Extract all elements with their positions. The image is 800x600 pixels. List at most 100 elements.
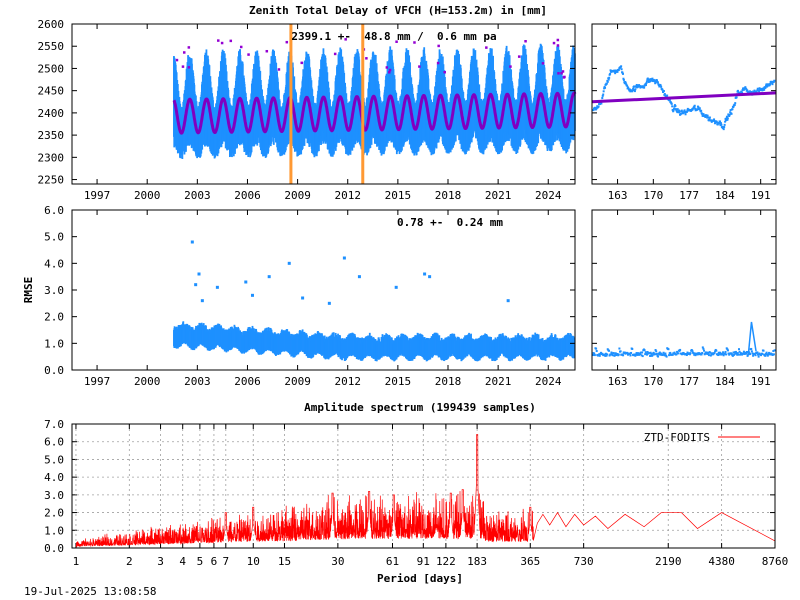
ztd-x-tick-label: 2024 (535, 189, 562, 202)
ztd-outlier-point (552, 41, 556, 45)
zoom-ztd-point (730, 112, 733, 115)
rmse-annotation: 0.78 +- 0.24 mm (397, 216, 503, 229)
zoom-ztd-point (683, 109, 686, 112)
rmse-outlier-point (215, 285, 219, 289)
zoom-rmse-point (718, 353, 721, 356)
rmse-x-tick-label: 1997 (84, 375, 111, 388)
zoom-ztd-point (622, 77, 625, 80)
ztd-outlier-point (220, 41, 224, 45)
spectrum-x-tick-label: 183 (467, 555, 487, 568)
spectrum-x-tick-label: 30 (331, 555, 344, 568)
zoom-rmse-point (645, 353, 648, 356)
zoom-ztd-point (678, 111, 681, 114)
zoom-rmse-point (722, 351, 725, 354)
zoom-rmse-point (664, 352, 667, 355)
ztd-outlier-point (333, 52, 337, 56)
zoom-rmse-point (706, 351, 709, 354)
zoom-ztd-point (733, 104, 736, 107)
zoom-rmse-point (615, 354, 618, 357)
zoom-rmse-point (640, 354, 643, 357)
zoom-rmse-point (626, 351, 629, 354)
zoom-ztd-x-tick-label: 163 (608, 189, 628, 202)
ztd-x-tick-label: 2021 (485, 189, 512, 202)
spectrum-x-tick-label: 4 (179, 555, 186, 568)
zoom-rmse-point (701, 351, 704, 354)
spectrum-series-line (75, 434, 776, 548)
rmse-x-tick-label: 2009 (284, 375, 311, 388)
zoom-rmse-point (773, 349, 776, 352)
zoom-ztd-point (693, 104, 696, 107)
zoom-ztd-point (769, 82, 772, 85)
ztd-outlier-point (388, 71, 391, 74)
zoom-rmse-point (746, 354, 749, 357)
zoom-ztd-point (725, 119, 728, 122)
zoom-rmse-point (769, 352, 772, 355)
zoom-ztd-point (608, 76, 611, 79)
zoom-rmse-point (712, 353, 715, 356)
zoom-rmse-point (731, 354, 734, 357)
zoom-rmse-x-tick-label: 163 (608, 375, 628, 388)
zoom-rmse-point (609, 353, 612, 356)
zoom-rmse-point (756, 351, 759, 354)
zoom-rmse-point (598, 353, 601, 356)
zoom-rmse-point (634, 353, 637, 356)
spectrum-y-tick-label: 0.0 (44, 542, 64, 555)
zoom-ztd-point (741, 89, 744, 92)
rmse-y-tick-label: 5.0 (44, 231, 64, 244)
zoom-rmse-point (766, 354, 769, 357)
zoom-rmse-point (757, 355, 760, 358)
zoom-rmse-point (723, 352, 726, 355)
rmse-observations (173, 321, 575, 362)
zoom-ztd-point (606, 80, 609, 83)
zoom-rmse-point (726, 348, 729, 351)
zoom-ztd-point (645, 82, 648, 85)
zoom-rmse-point (772, 353, 775, 356)
zoom-rmse-point (641, 355, 644, 358)
zoom-ztd-point (685, 110, 688, 113)
zoom-ztd-point (601, 97, 604, 100)
spectrum-x-tick-label: 10 (247, 555, 260, 568)
zoom-rmse-point (772, 350, 775, 353)
zoom-ztd-point (633, 90, 636, 93)
rmse-x-tick-label: 2021 (485, 375, 512, 388)
zoom-rmse-point (606, 353, 609, 356)
spectrum-x-tick-label: 15 (278, 555, 291, 568)
ztd-outlier-point (187, 46, 191, 49)
zoom-ztd-point (638, 84, 641, 87)
zoom-ztd-point (750, 90, 753, 93)
rmse-x-tick-label: 2018 (435, 375, 462, 388)
zoom-rmse-point (598, 354, 601, 357)
zoom-rmse-point (633, 353, 636, 356)
zoom-rmse-point (728, 353, 731, 356)
zoom-rmse-point (724, 350, 727, 353)
ztd-x-tick-label: 2018 (435, 189, 462, 202)
zoom-rmse-point (761, 352, 764, 355)
zoom-ztd-point (725, 115, 728, 118)
zoom-rmse-point (604, 352, 607, 355)
zoom-rmse-point (710, 353, 713, 356)
zoom-rmse-point (623, 351, 626, 354)
rmse-y-tick-label: 6.0 (44, 204, 64, 217)
zoom-rmse-point (669, 351, 672, 354)
ztd-y-tick-label: 2350 (38, 129, 65, 142)
ztd-outlier-point (344, 38, 347, 41)
zoom-ztd-point (771, 83, 774, 86)
zoom-ztd-point (674, 104, 677, 107)
zoom-ztd-point (597, 105, 600, 108)
rmse-outlier-point (301, 296, 305, 300)
zoom-ztd-point (645, 80, 648, 83)
zoom-ztd-point (756, 87, 759, 90)
zoom-rmse-point (636, 353, 639, 356)
zoom-rmse-point (734, 350, 737, 353)
ztd-outlier-point (181, 65, 185, 68)
zoom-ztd-point (627, 86, 630, 89)
zoom-ztd-point (719, 122, 722, 125)
zoom-rmse-point (713, 352, 716, 355)
zoom-ztd-point (718, 122, 721, 125)
zoom-ztd-point (662, 90, 665, 93)
zoom-rmse-point (703, 349, 706, 352)
zoom-ztd-point (613, 70, 616, 73)
zoom-rmse-point (722, 354, 725, 357)
zoom-rmse-point (644, 353, 647, 356)
rmse-ylabel: RMSE (22, 277, 35, 304)
